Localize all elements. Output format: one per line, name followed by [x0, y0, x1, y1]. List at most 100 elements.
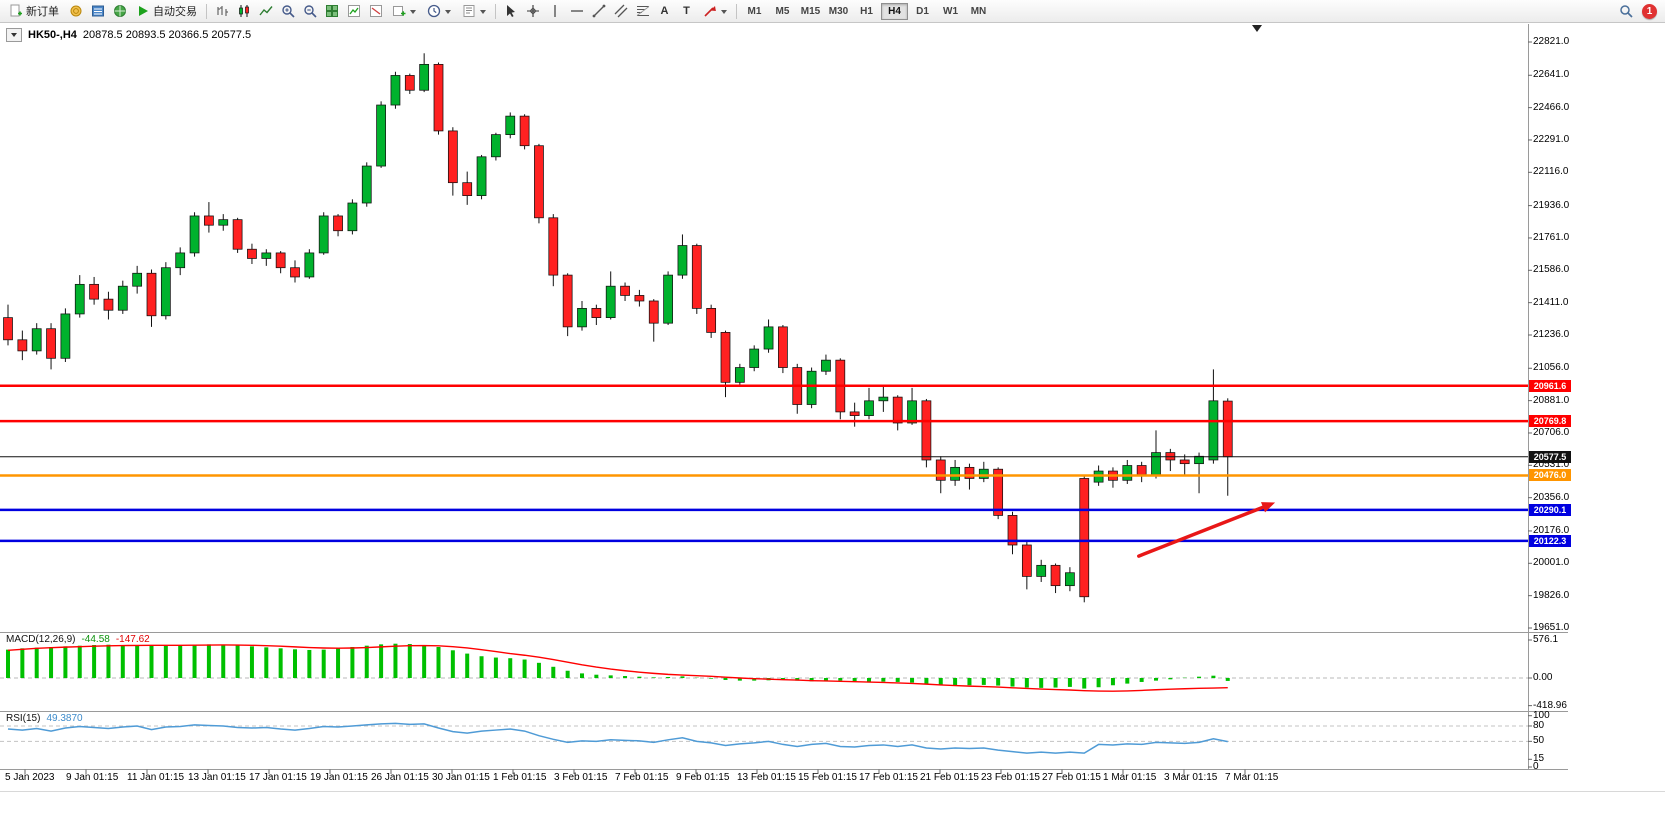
candle-body [706, 308, 717, 333]
candle-body [347, 202, 358, 232]
candle-body [720, 332, 731, 383]
channel-tool-button[interactable] [610, 2, 631, 21]
trendline-tool-button[interactable] [588, 2, 609, 21]
candle-body [1036, 564, 1047, 577]
candle-body [333, 215, 343, 232]
timeframe-d1-button[interactable]: D1 [909, 3, 936, 20]
clock-icon [427, 4, 441, 18]
candle-body [3, 317, 13, 341]
candle-body [677, 245, 688, 276]
horizontal-line-tool-button[interactable] [566, 2, 587, 21]
chevron-down-icon [720, 4, 727, 18]
candle-body [1065, 572, 1075, 587]
candle-body [605, 285, 616, 318]
vertical-line-icon [553, 5, 556, 17]
arrows-tool-button[interactable] [698, 2, 732, 21]
notification-badge[interactable]: 1 [1642, 3, 1657, 19]
toolbar-separator [736, 3, 737, 19]
timeframe-w1-button[interactable]: W1 [937, 3, 964, 20]
new-order-label: 新订单 [26, 6, 59, 18]
candle-body [806, 370, 817, 405]
timeframe-m15-button[interactable]: M15 [797, 3, 824, 20]
autoscroll-marker-icon[interactable] [1252, 25, 1262, 32]
templates-button[interactable] [457, 2, 491, 21]
candle-body [390, 75, 401, 106]
chevron-down-icon [479, 4, 486, 18]
text-tool-button[interactable]: A [654, 2, 675, 21]
vertical-line-tool-button[interactable] [544, 2, 565, 21]
candle-body [505, 115, 516, 135]
macd-histogram [6, 643, 1230, 689]
candle-body [749, 348, 760, 368]
auto-trading-button[interactable]: 自动交易 [131, 2, 202, 21]
candlestick-mode-button[interactable] [233, 2, 254, 21]
arrow-shaft [1137, 505, 1265, 558]
candle-body [160, 267, 171, 317]
candle-body [878, 396, 889, 402]
zoom-out-icon [303, 5, 317, 18]
candle-body [31, 328, 42, 352]
candle-body [778, 326, 788, 368]
candle-body [1050, 564, 1061, 587]
timeframe-m5-button[interactable]: M5 [769, 3, 796, 20]
candle-body [103, 298, 114, 311]
search-button[interactable] [1615, 2, 1636, 21]
tile-windows-button[interactable] [321, 2, 342, 21]
candle-body [275, 252, 286, 269]
fibonacci-tool-button[interactable] [632, 2, 653, 21]
candle-body [691, 245, 702, 309]
periods-button[interactable] [422, 2, 456, 21]
cursor-tool-button[interactable] [500, 2, 521, 21]
new-chart-icon [393, 6, 406, 16]
candle-body [74, 283, 85, 315]
zoom-in-button[interactable] [277, 2, 298, 21]
label-tool-button[interactable]: T [676, 2, 697, 21]
candle-body [89, 283, 99, 300]
candle-body [447, 130, 458, 184]
objects-list-button[interactable] [365, 2, 386, 21]
candle-body [146, 272, 157, 317]
timeframe-h1-button[interactable]: H1 [853, 3, 880, 20]
new-order-button[interactable]: 新订单 [4, 2, 64, 21]
candle-body [519, 115, 530, 147]
timeframe-mn-button[interactable]: MN [965, 3, 992, 20]
text-tool-icon: A [660, 5, 669, 17]
timeframe-m30-button[interactable]: M30 [825, 3, 852, 20]
data-window-button[interactable] [87, 2, 108, 21]
candle-body [60, 313, 71, 359]
play-icon [139, 6, 148, 16]
candle-body [1151, 452, 1161, 476]
candlestick-series[interactable] [3, 53, 1233, 603]
auto-trading-label: 自动交易 [153, 6, 197, 18]
candle-body [921, 400, 932, 461]
search-icon [1619, 5, 1633, 18]
timeframe-m1-button[interactable]: M1 [741, 3, 768, 20]
objects-list-icon [369, 5, 382, 17]
macd-signal-line [7, 644, 1228, 692]
data-window-icon [91, 5, 104, 17]
market-watch-button[interactable] [65, 2, 86, 21]
zoom-out-button[interactable] [299, 2, 320, 21]
indicators-icon [347, 5, 360, 17]
timeframe-h4-button[interactable]: H4 [881, 2, 908, 20]
indicators-button[interactable] [343, 2, 364, 21]
candle-body [476, 156, 487, 196]
one-click-trading-toggle[interactable] [6, 28, 22, 42]
navigator-button[interactable] [109, 2, 130, 21]
candle-body [1194, 455, 1204, 465]
bar-chart-mode-button[interactable] [211, 2, 232, 21]
crosshair-tool-button[interactable] [522, 2, 543, 21]
candle-body [821, 359, 831, 372]
line-chart-mode-button[interactable] [255, 2, 276, 21]
trend-arrow-annotation[interactable] [1137, 502, 1276, 558]
candle-body [534, 145, 544, 219]
candle-body [361, 165, 372, 204]
new-chart-button[interactable] [387, 2, 421, 21]
main-toolbar: 新订单 自动交易 [0, 0, 1665, 23]
candle-body [1179, 459, 1190, 465]
chevron-down-icon [444, 4, 451, 18]
bar-chart-icon [216, 6, 228, 16]
new-order-icon [10, 4, 22, 17]
